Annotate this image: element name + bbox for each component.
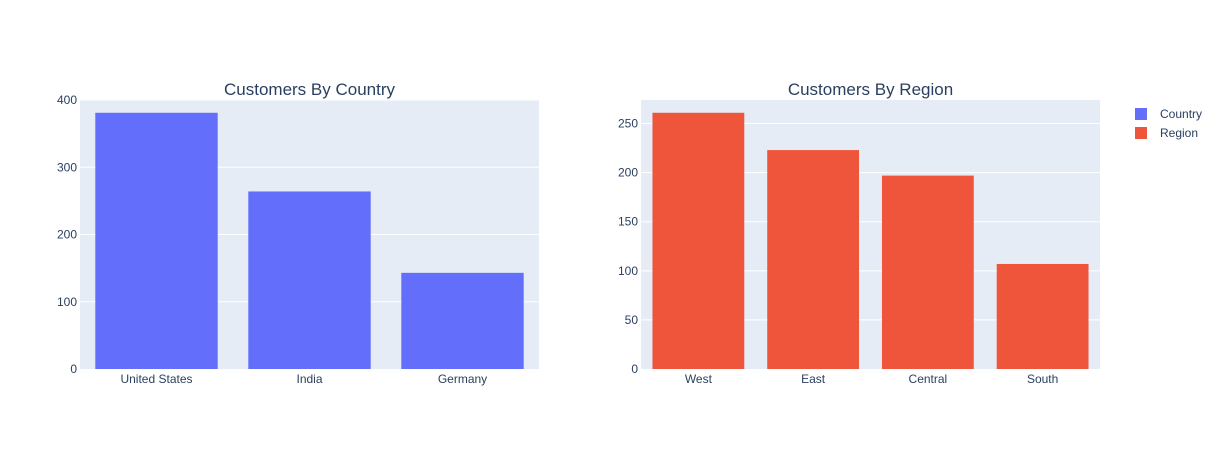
legend[interactable]: Country Region xyxy=(1135,107,1202,140)
legend-item-country[interactable]: Country xyxy=(1135,107,1202,121)
bar-west[interactable] xyxy=(652,112,745,370)
y-tick-label: 200 xyxy=(618,166,638,180)
legend-swatch xyxy=(1135,127,1147,139)
y-tick-label: 400 xyxy=(57,93,77,107)
legend-swatch xyxy=(1135,108,1147,120)
y-tick-label: 300 xyxy=(57,160,77,174)
bar-india[interactable] xyxy=(248,191,371,369)
x-tick-label: United States xyxy=(120,372,192,386)
chart-panel-region: 0 50 100 150 200 250 West East Central South Custo… xyxy=(618,80,1100,386)
bar-united-states[interactable] xyxy=(95,112,218,369)
y-tick-label: 150 xyxy=(618,215,638,229)
x-tick-label: West xyxy=(685,372,713,386)
y-tick-label: 100 xyxy=(57,295,77,309)
x-tick-label: South xyxy=(1027,372,1058,386)
chart-panel-country: 0 100 200 300 400 United States India Germany Cu… xyxy=(57,80,539,386)
y-tick-label: 200 xyxy=(57,228,77,242)
y-tick-label: 250 xyxy=(618,117,638,131)
y-tick-label: 0 xyxy=(631,362,638,376)
x-tick-label: India xyxy=(296,372,322,386)
y-tick-label: 0 xyxy=(70,362,77,376)
legend-label: Region xyxy=(1160,126,1198,140)
bar-east[interactable] xyxy=(767,150,860,369)
legend-label: Country xyxy=(1160,107,1202,121)
chart-title: Customers By Country xyxy=(224,80,395,99)
y-tick-label: 100 xyxy=(618,264,638,278)
y-tick-label: 50 xyxy=(625,313,639,327)
bar-central[interactable] xyxy=(881,175,974,369)
chart-title: Customers By Region xyxy=(788,80,953,99)
bar-south[interactable] xyxy=(996,263,1089,369)
x-tick-label: Germany xyxy=(438,372,487,386)
x-tick-label: Central xyxy=(909,372,948,386)
x-tick-label: East xyxy=(801,372,826,386)
bar-germany[interactable] xyxy=(401,272,524,369)
legend-item-region[interactable]: Region xyxy=(1135,126,1198,140)
